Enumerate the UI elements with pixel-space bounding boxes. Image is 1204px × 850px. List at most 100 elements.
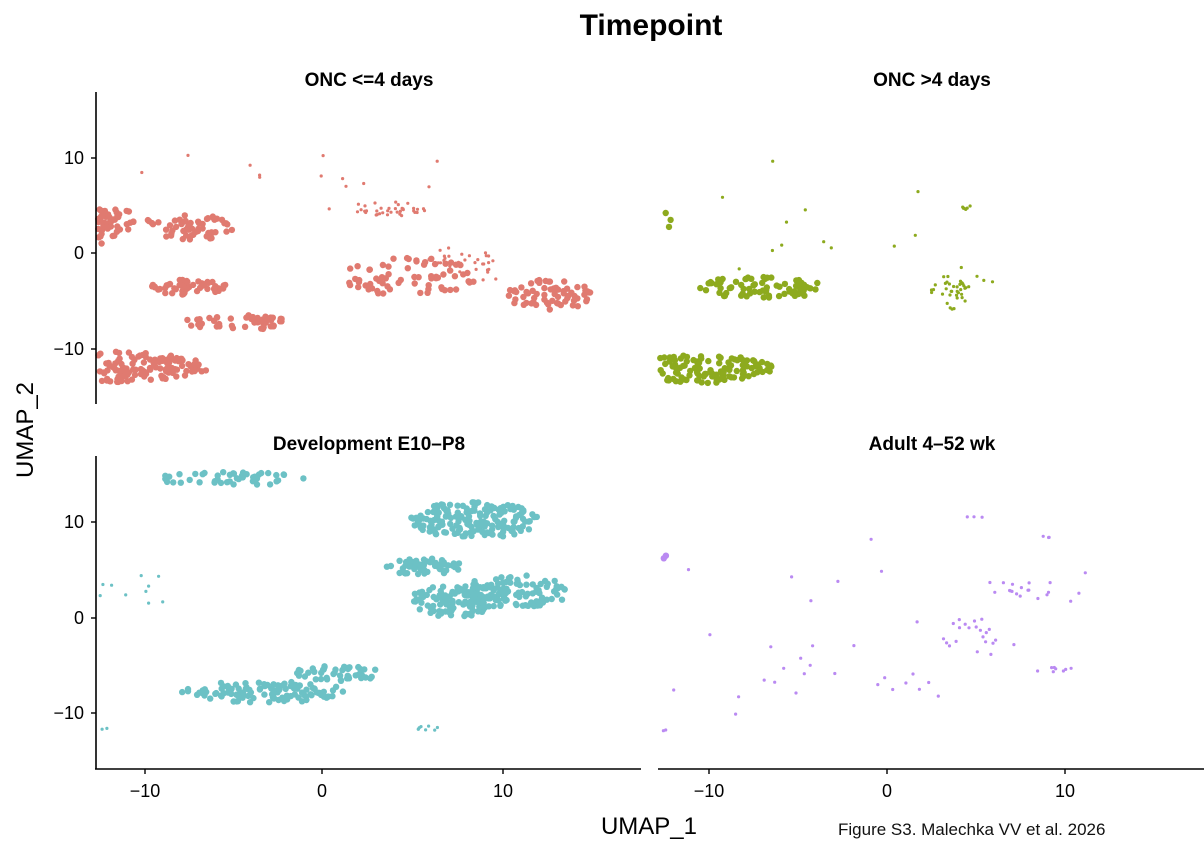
scatter-point [198, 282, 206, 290]
scatter-point [205, 229, 212, 237]
scatter-point [166, 473, 173, 480]
scatter-point [274, 477, 282, 484]
scatter-point [705, 357, 712, 365]
scatter-point [323, 674, 330, 681]
scatter-point [406, 201, 410, 205]
scatter-point [988, 580, 992, 585]
y-axis-ticks [91, 157, 96, 714]
scatter-point [404, 265, 411, 272]
scatter-point [424, 602, 431, 609]
scatter-point [760, 294, 767, 301]
scatter-point [558, 583, 565, 590]
scatter-point [520, 293, 527, 301]
scatter-point [424, 508, 432, 516]
scatter-point [459, 502, 467, 509]
scatter-point [100, 208, 107, 215]
scatter-point [216, 323, 223, 330]
scatter-point [110, 583, 114, 587]
scatter-point [193, 287, 201, 295]
scatter-point [467, 254, 471, 258]
scatter-point [249, 313, 257, 321]
scatter-point [266, 481, 274, 488]
scatter-point [500, 587, 507, 595]
scatter-point [147, 584, 151, 588]
scatter-point [728, 374, 735, 381]
scatter-point [916, 190, 920, 194]
scatter-point [287, 682, 294, 690]
scatter-point [225, 685, 232, 692]
scatter-point [492, 516, 499, 523]
scatter-point [99, 219, 106, 226]
scatter-point [183, 367, 190, 375]
scatter-point [397, 276, 404, 284]
scatter-point [204, 285, 211, 293]
scatter-point [941, 637, 946, 641]
scatter-point [514, 576, 521, 583]
scatter-point [551, 290, 558, 298]
scatter-point [264, 681, 271, 689]
scatter-point [955, 289, 959, 293]
x-axis-ticks [144, 769, 1066, 774]
scatter-point [940, 292, 945, 296]
scatter-points-layer [95, 153, 1087, 733]
scatter-point [447, 254, 451, 258]
scatter-point [529, 581, 536, 588]
scatter-point [789, 290, 796, 297]
scatter-point [537, 580, 544, 588]
scatter-point [980, 515, 984, 519]
scatter-point [192, 228, 200, 235]
scatter-point [439, 583, 447, 590]
facet-title-onc-gt4: ONC >4 days [873, 70, 991, 91]
scatter-point [740, 373, 747, 380]
scatter-point [415, 210, 419, 215]
scatter-point [720, 195, 725, 199]
scatter-point [833, 671, 837, 676]
scatter-point [879, 569, 884, 573]
scatter-point [140, 170, 144, 175]
scatter-point [103, 360, 110, 367]
scatter-point [822, 240, 826, 244]
scatter-point [124, 593, 128, 597]
scatter-point [1008, 589, 1013, 593]
scatter-point [249, 478, 257, 485]
scatter-point [327, 207, 331, 211]
scatter-point [955, 285, 959, 289]
scatter-point [799, 656, 803, 660]
scatter-point [531, 513, 538, 521]
scatter-point [125, 226, 132, 233]
scatter-point [781, 290, 788, 297]
scatter-point [188, 322, 195, 329]
scatter-point [167, 232, 175, 239]
scatter-point [269, 314, 276, 321]
scatter-point [254, 314, 261, 322]
scatter-point [1012, 643, 1016, 647]
scatter-point [130, 366, 137, 373]
scatter-point [446, 593, 453, 600]
scatter-point [372, 666, 379, 673]
scatter-point [378, 212, 382, 216]
scatter-point [548, 595, 555, 603]
scatter-point [802, 672, 806, 676]
scatter-point [460, 252, 464, 256]
scatter-point [1048, 581, 1052, 585]
scatter-point [707, 367, 714, 374]
scatter-point [427, 609, 434, 616]
figure-caption: Figure S3. Malechka VV et al. 2026 [838, 820, 1106, 839]
scatter-point [891, 687, 895, 692]
scatter-point [764, 274, 771, 281]
scatter-point [245, 692, 252, 700]
scatter-point [223, 479, 231, 486]
scatter-point [441, 273, 445, 277]
scatter-point [186, 476, 193, 484]
scatter-point [390, 255, 397, 262]
scatter-point [411, 565, 418, 573]
scatter-point [715, 353, 723, 360]
scatter-point [984, 640, 988, 644]
scatter-point [775, 292, 783, 300]
scatter-point [275, 696, 282, 704]
scatter-point [202, 367, 210, 374]
scatter-point [379, 261, 387, 269]
facet-title-onc-le4: ONC <=4 days [305, 70, 434, 91]
scatter-point [748, 364, 755, 372]
scatter-point [230, 470, 237, 477]
